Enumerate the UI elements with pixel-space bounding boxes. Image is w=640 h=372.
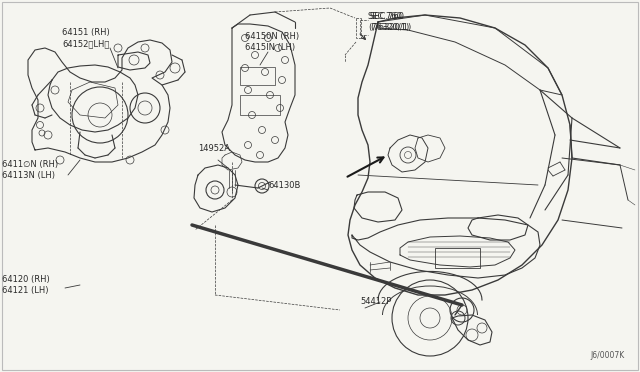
Bar [240,67,275,85]
Bar [435,248,480,268]
Text: 64120 (RH)
64121 (LH): 64120 (RH) 64121 (LH) [2,275,50,295]
Text: 6411∅N (RH)
64113N (LH): 6411∅N (RH) 64113N (LH) [2,160,58,180]
Text: J6/0007K: J6/0007K [590,350,624,359]
Text: SEC.760
(76320/1): SEC.760 (76320/1) [370,12,412,32]
Text: 14952A: 14952A [198,144,230,153]
Text: 64151 (RH)
64152〈LH〉: 64151 (RH) 64152〈LH〉 [62,28,109,48]
Text: SEC.760
(76320/1): SEC.760 (76320/1) [368,12,409,32]
Text: 64150N (RH)
6415IN (LH): 64150N (RH) 6415IN (LH) [245,32,299,52]
Text: 54412P: 54412P [360,298,392,307]
Bar [240,95,280,115]
Text: 64130B: 64130B [268,180,300,189]
